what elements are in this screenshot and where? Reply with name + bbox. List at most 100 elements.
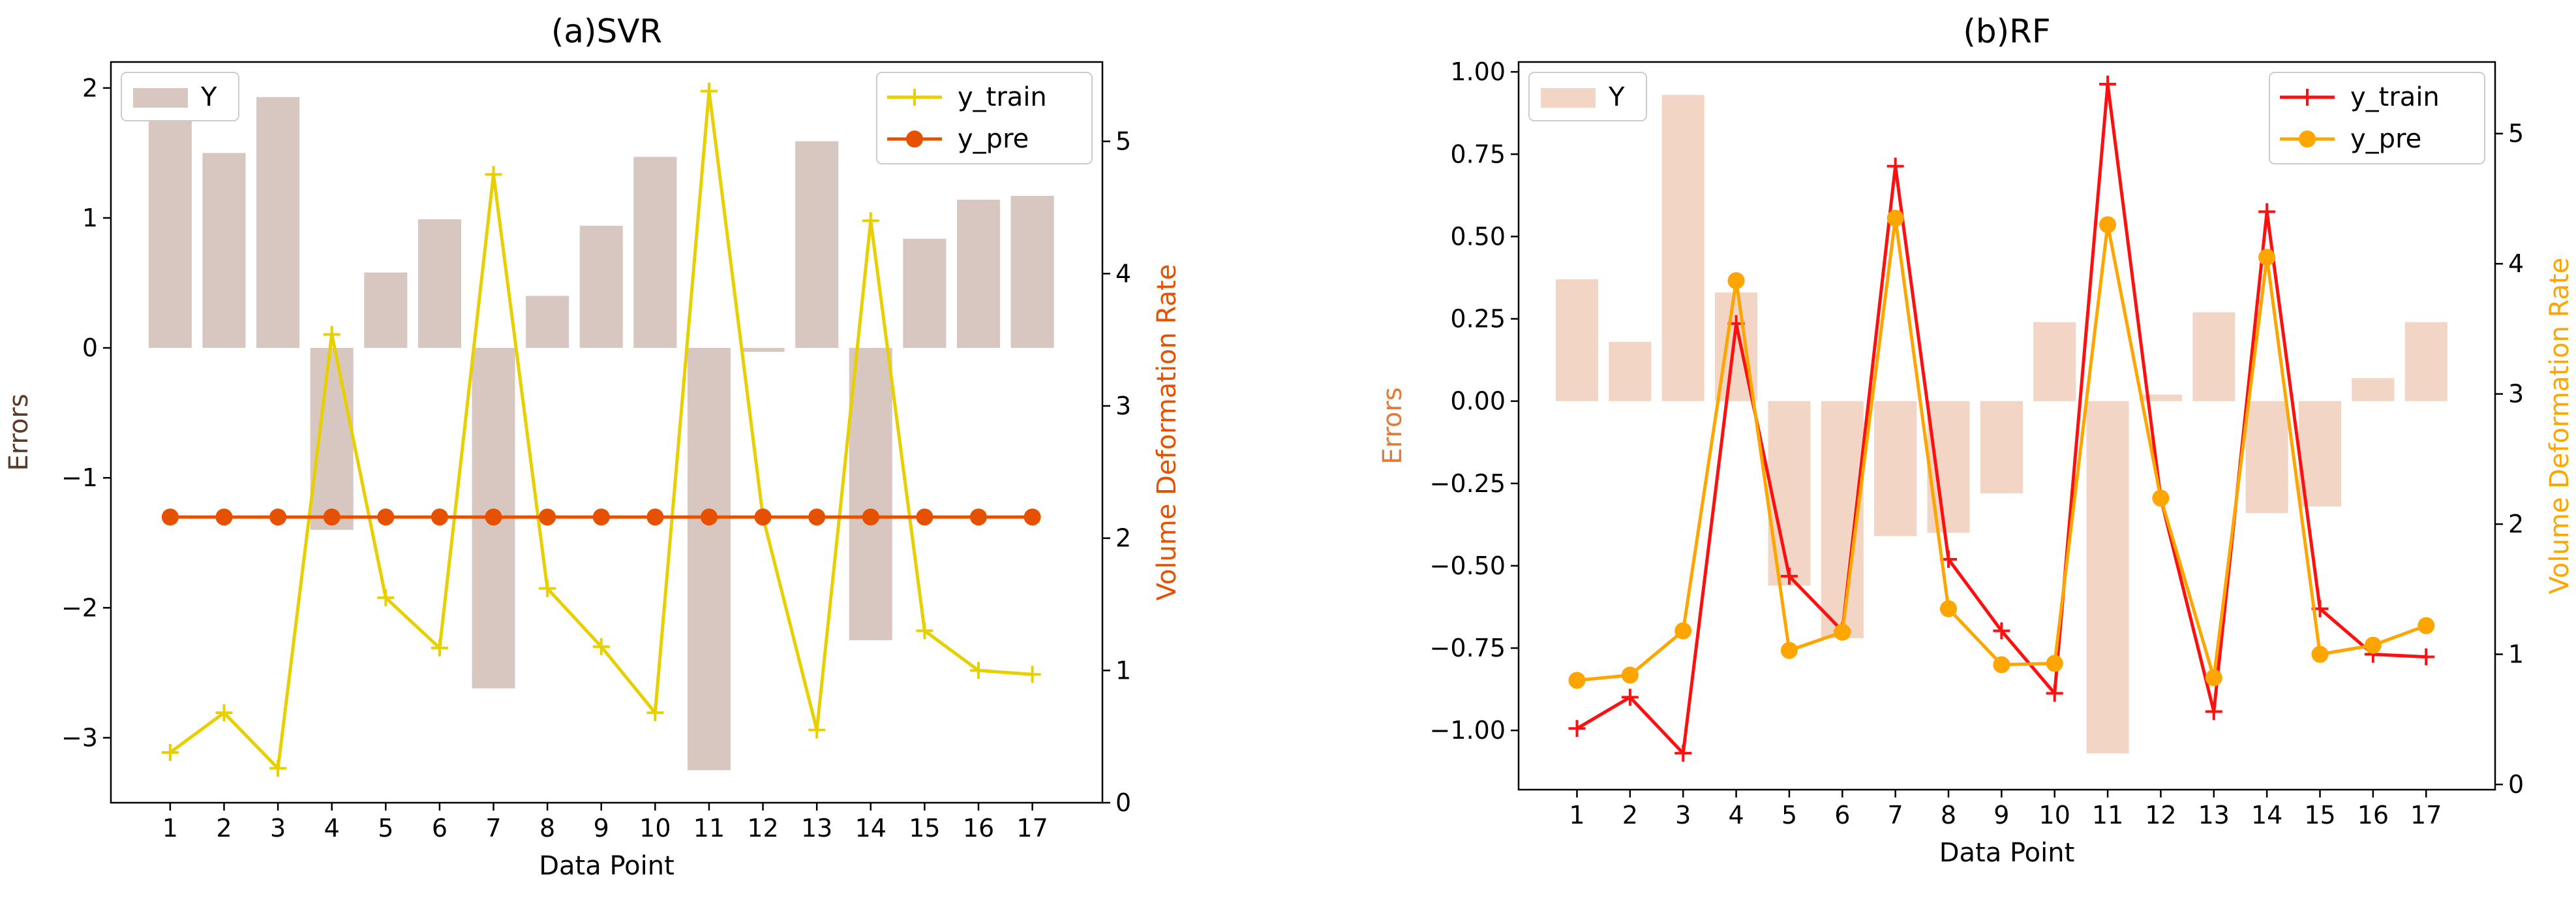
bar-5 <box>364 272 408 348</box>
point-y_train-11 <box>2099 75 2117 93</box>
point-y_pre-5 <box>1780 642 1798 659</box>
point-y_pre-17 <box>2417 617 2435 634</box>
plot-frame <box>1517 61 2496 791</box>
bar-15 <box>2298 401 2342 507</box>
point-y_pre-13 <box>2205 669 2222 687</box>
bar-16 <box>2352 378 2395 401</box>
point-y_train-3 <box>269 760 287 777</box>
legend-lines: y_train y_pre <box>876 72 1093 164</box>
point-y_pre-12 <box>2152 489 2170 507</box>
y-left-tick-label: 0.25 <box>1450 305 1506 333</box>
point-y_pre-2 <box>1621 666 1639 684</box>
point-y_train-13 <box>808 721 826 739</box>
x-tick-label: 13 <box>801 814 832 843</box>
legend-label: Y <box>200 82 217 112</box>
point-y_pre-12 <box>754 508 772 526</box>
point-y_train-16 <box>970 662 987 679</box>
y-left-tick-label: 0.00 <box>1450 387 1506 416</box>
y-right-tick-label: 1 <box>1115 656 1131 685</box>
chart-svr: 1 2 3 4 5 6 7 8 9 10 11 12 13 14 15 16 17210−1−2−3012345… <box>4 12 1182 881</box>
x-tick-label: 13 <box>2198 801 2230 829</box>
bar-11 <box>687 348 731 771</box>
legend-label: y_train <box>2350 82 2440 112</box>
y-right-tick-label: 4 <box>1115 259 1131 288</box>
point-y_train-17 <box>1023 666 1041 683</box>
point-y_train-9 <box>1993 622 2010 640</box>
x-axis-label: Data Point <box>1939 838 2075 868</box>
y-right-tick-label: 2 <box>1115 524 1131 553</box>
x-tick-label: 17 <box>2410 801 2442 829</box>
y-left-tick-label: −1.00 <box>1430 716 1506 745</box>
x-tick-label: 12 <box>2145 801 2176 829</box>
bar-3 <box>256 97 300 348</box>
point-y_pre-6 <box>1834 623 1851 641</box>
x-tick-label: 17 <box>1016 814 1048 843</box>
y-right-tick-label: 2 <box>2508 510 2524 538</box>
x-tick-label: 15 <box>909 814 940 843</box>
x-tick-label: 16 <box>2357 801 2389 829</box>
bar-17 <box>2404 322 2447 401</box>
point-y_pre-8 <box>1940 600 1958 617</box>
y-right-tick-label: 5 <box>2508 119 2524 148</box>
x-tick-label: 8 <box>539 814 555 843</box>
point-y_pre-10 <box>646 508 664 526</box>
y-left-axis-label: Errors <box>4 394 34 471</box>
y-left-tick-label: 2 <box>82 74 98 102</box>
legend-label: Y <box>1608 82 1625 112</box>
bar-1 <box>148 120 192 348</box>
point-y_train-10 <box>646 704 664 722</box>
y-left-tick-label: −0.75 <box>1430 634 1506 662</box>
y-right-tick-label: 4 <box>2508 249 2524 278</box>
point-y_train-15 <box>916 622 933 640</box>
x-tick-label: 5 <box>1781 801 1797 829</box>
legend-marker-y_pre <box>2299 131 2316 147</box>
x-axis-label: Data Point <box>539 851 674 881</box>
point-y_pre-9 <box>592 508 610 526</box>
y-right-tick-label: 0 <box>1115 788 1131 817</box>
point-y_train-3 <box>1674 745 1692 762</box>
point-y_pre-16 <box>2364 636 2382 654</box>
point-y_train-2 <box>1621 689 1639 706</box>
point-y_train-1 <box>1568 720 1586 737</box>
point-y_train-6 <box>431 639 448 657</box>
y-left-axis-label: Errors <box>1378 387 1408 464</box>
point-y_pre-1 <box>161 508 179 526</box>
legend-bars: Y <box>121 72 239 121</box>
y-right-tick-label: 3 <box>2508 380 2524 409</box>
point-y_train-13 <box>2205 703 2222 720</box>
legend-swatch-bars <box>1541 88 1596 108</box>
x-tick-label: 1 <box>1569 801 1584 829</box>
bar-2 <box>202 153 246 348</box>
bar-3 <box>1661 95 1705 401</box>
y-left-tick-label: 0.75 <box>1450 140 1506 168</box>
y-left-tick-label: 1 <box>82 204 98 232</box>
bar-14 <box>2245 401 2288 514</box>
point-y_pre-3 <box>1674 622 1692 640</box>
y-right-tick-label: 5 <box>1115 127 1131 156</box>
x-tick-label: 14 <box>855 814 886 843</box>
x-tick-label: 5 <box>378 814 393 843</box>
legend-marker-y_train <box>2299 89 2316 106</box>
legend-lines: y_train y_pre <box>2269 72 2485 164</box>
bar-8 <box>526 296 569 348</box>
point-y_pre-2 <box>215 508 233 526</box>
x-tick-label: 8 <box>1941 801 1956 829</box>
point-y_pre-8 <box>539 508 556 526</box>
bar-10 <box>633 157 677 348</box>
point-y_pre-14 <box>2258 249 2276 266</box>
bar-11 <box>2086 401 2129 754</box>
point-y_pre-10 <box>2046 655 2063 672</box>
legend-box <box>876 72 1093 164</box>
point-y_pre-16 <box>970 508 987 526</box>
y-left-tick-label: 0.50 <box>1450 222 1506 251</box>
point-y_pre-17 <box>1023 508 1041 526</box>
point-y_pre-11 <box>700 508 718 526</box>
point-y_train-17 <box>2417 648 2435 666</box>
bar-4 <box>310 348 354 530</box>
x-tick-label: 9 <box>1993 801 2009 829</box>
x-tick-label: 10 <box>639 814 671 843</box>
point-y_train-1 <box>161 743 179 761</box>
point-y_pre-4 <box>323 508 341 526</box>
x-tick-label: 2 <box>216 814 232 843</box>
point-y_train-4 <box>323 326 341 343</box>
